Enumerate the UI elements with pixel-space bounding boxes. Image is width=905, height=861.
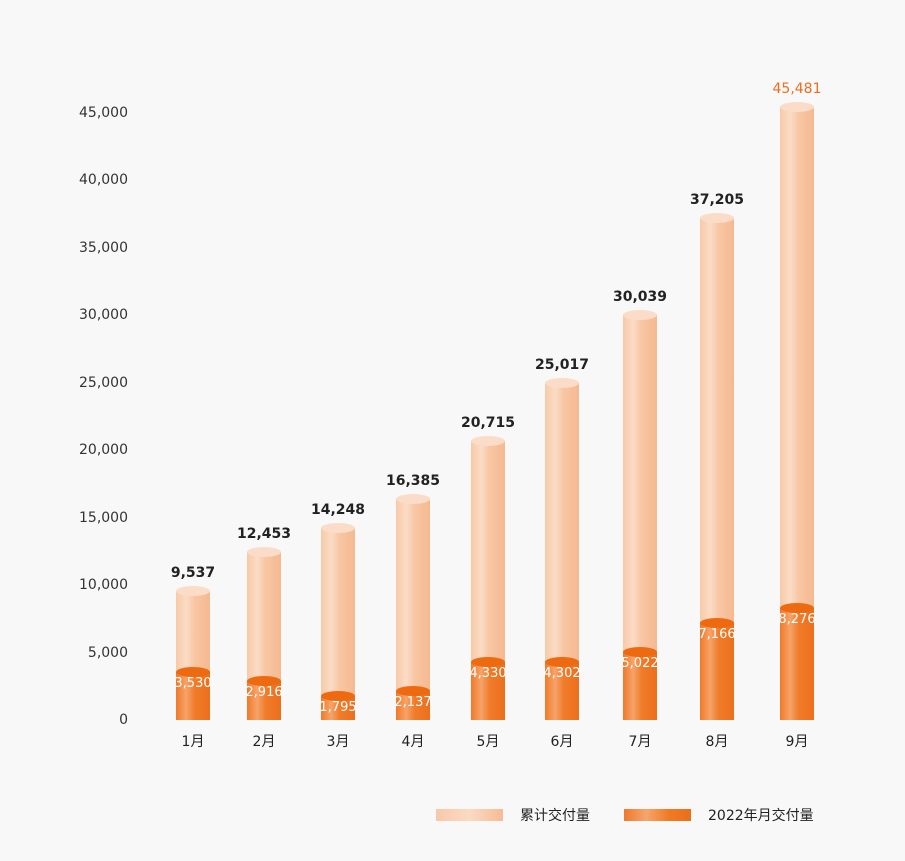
x-tick-label: 5月 bbox=[476, 734, 500, 750]
monthly-value-label: 4,330 bbox=[469, 665, 507, 681]
cumulative-value-label: 16,385 bbox=[385, 472, 441, 489]
bar-monthly bbox=[623, 652, 657, 720]
y-tick-label: 30,000 bbox=[79, 307, 128, 324]
cumulative-value-label: 25,017 bbox=[534, 356, 590, 373]
bar-cumulative-cap bbox=[176, 586, 210, 597]
x-tick-label: 3月 bbox=[326, 734, 350, 750]
x-tick-label: 4月 bbox=[401, 734, 425, 750]
bar-cumulative-cap bbox=[623, 309, 657, 320]
x-tick-label: 9月 bbox=[785, 734, 809, 750]
bar-monthly bbox=[780, 608, 814, 720]
cumulative-value-label: 30,039 bbox=[612, 288, 668, 305]
cumulative-value-label: 14,248 bbox=[310, 501, 366, 518]
bar-monthly-cap bbox=[700, 618, 734, 629]
cumulative-value-label: 12,453 bbox=[236, 526, 292, 543]
bar-group bbox=[321, 0, 355, 720]
bar-cumulative-cap bbox=[247, 547, 281, 558]
x-tick-label: 8月 bbox=[705, 734, 729, 750]
y-tick-label: 20,000 bbox=[79, 442, 128, 459]
bar-cumulative bbox=[321, 527, 355, 720]
bar-cumulative-cap bbox=[471, 435, 505, 446]
bar-group bbox=[545, 0, 579, 720]
bar-group bbox=[623, 0, 657, 720]
legend-item-cumulative: 累计交付量 bbox=[436, 805, 590, 825]
bar-monthly-cap bbox=[321, 690, 355, 701]
y-tick-label: 40,000 bbox=[79, 172, 128, 189]
y-tick-label: 25,000 bbox=[79, 374, 128, 391]
y-tick-label: 10,000 bbox=[79, 577, 128, 594]
x-tick-label: 6月 bbox=[550, 734, 574, 750]
monthly-value-label: 2,916 bbox=[245, 684, 283, 700]
bar-group bbox=[396, 0, 430, 720]
bar-cumulative-cap bbox=[700, 213, 734, 224]
bar-monthly-cap bbox=[780, 603, 814, 614]
bar-group bbox=[247, 0, 281, 720]
cumulative-value-label: 45,481 bbox=[772, 80, 822, 97]
bar-monthly bbox=[545, 661, 579, 720]
bar-monthly-cap bbox=[176, 667, 210, 678]
bar-group bbox=[700, 0, 734, 720]
monthly-value-label: 8,276 bbox=[778, 612, 816, 628]
bar-cumulative-cap bbox=[396, 493, 430, 504]
legend-label-cumulative: 累计交付量 bbox=[520, 808, 590, 824]
cumulative-value-label: 9,537 bbox=[170, 565, 216, 582]
legend-label-monthly: 2022年月交付量 bbox=[708, 808, 814, 824]
x-tick-label: 1月 bbox=[181, 734, 205, 750]
legend-swatch-cumulative bbox=[436, 809, 503, 821]
bar-monthly bbox=[700, 623, 734, 720]
monthly-value-label: 5,022 bbox=[621, 656, 659, 672]
monthly-value-label: 2,137 bbox=[394, 695, 432, 711]
bar-monthly-cap bbox=[623, 647, 657, 658]
y-tick-label: 0 bbox=[119, 712, 128, 728]
bar-cumulative-cap bbox=[780, 101, 814, 112]
y-tick-label: 35,000 bbox=[79, 239, 128, 256]
bar-group bbox=[176, 0, 210, 720]
bar-monthly-cap bbox=[471, 656, 505, 667]
bar-cumulative-cap bbox=[321, 522, 355, 533]
bar-cumulative bbox=[396, 499, 430, 720]
cumulative-value-label: 37,205 bbox=[689, 192, 745, 209]
bar-cumulative-cap bbox=[545, 377, 579, 388]
cumulative-value-label: 20,715 bbox=[460, 414, 516, 431]
bar-group bbox=[471, 0, 505, 720]
bar-monthly-cap bbox=[545, 656, 579, 667]
legend-item-monthly: 2022年月交付量 bbox=[624, 805, 814, 825]
monthly-value-label: 7,166 bbox=[698, 627, 736, 643]
y-tick-label: 45,000 bbox=[79, 105, 128, 121]
monthly-value-label: 4,302 bbox=[543, 665, 581, 681]
y-tick-label: 5,000 bbox=[87, 644, 128, 661]
x-tick-label: 7月 bbox=[628, 734, 652, 750]
y-tick-label: 15,000 bbox=[79, 509, 128, 526]
bar-monthly-cap bbox=[396, 686, 430, 697]
bar-monthly bbox=[247, 680, 281, 720]
bar-monthly-cap bbox=[247, 675, 281, 686]
bar-monthly bbox=[471, 661, 505, 720]
legend-swatch-monthly bbox=[624, 809, 691, 821]
bar-monthly bbox=[176, 672, 210, 720]
x-tick-label: 2月 bbox=[252, 734, 276, 750]
bar-group bbox=[780, 0, 814, 720]
monthly-value-label: 1,795 bbox=[319, 699, 357, 715]
monthly-value-label: 3,530 bbox=[174, 676, 212, 692]
